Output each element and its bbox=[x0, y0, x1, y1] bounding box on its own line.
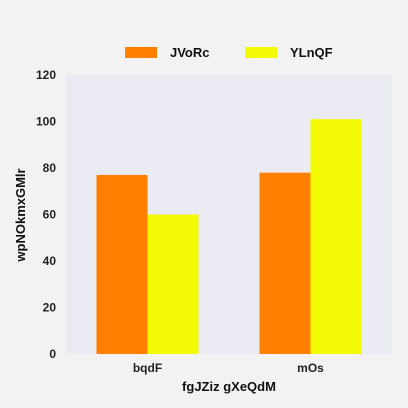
y-tick-label: 20 bbox=[43, 301, 57, 315]
legend-label: YLnQF bbox=[290, 45, 333, 60]
y-tick-label: 40 bbox=[43, 254, 57, 268]
bar-YLnQF-bqdF bbox=[147, 214, 199, 354]
legend: JVoRc YLnQF bbox=[125, 45, 333, 60]
y-tick-label: 120 bbox=[36, 68, 56, 82]
legend-label: JVoRc bbox=[170, 45, 210, 60]
x-axis-label: fgJZiz gXeQdM bbox=[182, 379, 276, 394]
x-tick-label: bqdF bbox=[133, 361, 162, 375]
y-tick-label: 0 bbox=[49, 347, 56, 361]
x-tick-label: mOs bbox=[297, 361, 324, 375]
y-tick-label: 60 bbox=[43, 208, 57, 222]
y-tick-label: 80 bbox=[43, 161, 57, 175]
y-axis-label: wpNOkmxGMlr bbox=[13, 168, 28, 262]
bar-JVoRc-mOs bbox=[259, 172, 311, 354]
x-axis-ticks: bqdF mOs bbox=[133, 361, 324, 375]
y-tick-label: 100 bbox=[36, 115, 56, 129]
legend-swatch bbox=[245, 47, 277, 58]
legend-swatch bbox=[125, 47, 157, 58]
y-axis-ticks: 0 20 40 60 80 100 120 bbox=[36, 68, 56, 361]
bar-YLnQF-mOs bbox=[310, 119, 362, 354]
bars bbox=[96, 119, 362, 354]
bar-JVoRc-bqdF bbox=[96, 174, 148, 354]
